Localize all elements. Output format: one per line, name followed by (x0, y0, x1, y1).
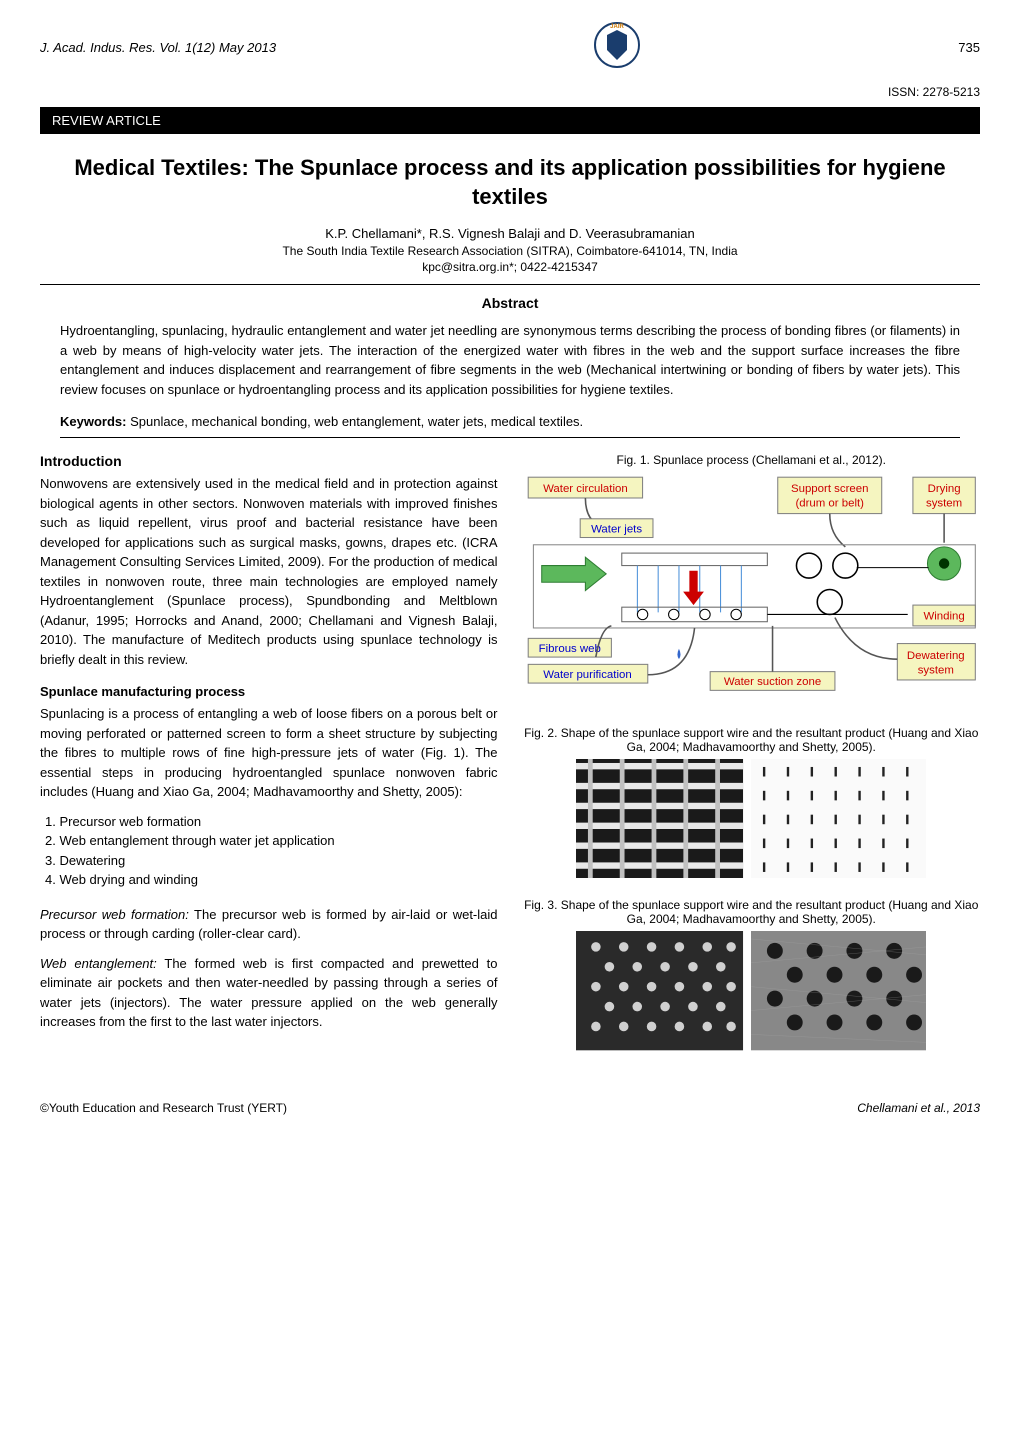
introduction-text: Nonwovens are extensively used in the me… (40, 474, 498, 669)
figure-3-container: Fig. 3. Shape of the spunlace support wi… (523, 898, 981, 1050)
footer-copyright: ©Youth Education and Research Trust (YER… (40, 1101, 287, 1115)
figure-3-image (576, 931, 926, 1050)
review-article-badge: REVIEW ARTICLE (40, 107, 980, 134)
page-number: 735 (958, 40, 980, 55)
precursor-heading: Precursor web formation: (40, 907, 189, 922)
issn-label: ISSN: 2278-5213 (40, 85, 980, 99)
precursor-paragraph: Precursor web formation: The precursor w… (40, 905, 498, 944)
contact-info: kpc@sitra.org.in*; 0422-4215347 (40, 260, 980, 274)
manufacturing-heading: Spunlace manufacturing process (40, 684, 498, 699)
entanglement-paragraph: Web entanglement: The formed web is firs… (40, 954, 498, 1032)
header-row: J. Acad. Indus. Res. Vol. 1(12) May 2013… (40, 20, 980, 75)
svg-text:Water purification: Water purification (543, 669, 631, 681)
footer-row: ©Youth Education and Research Trust (YER… (40, 1101, 980, 1115)
list-item-2: 2. Web entanglement through water jet ap… (45, 831, 498, 851)
svg-text:Support screen: Support screen (790, 483, 867, 495)
svg-text:(drum or belt): (drum or belt) (795, 498, 864, 510)
svg-text:JAIR: JAIR (610, 24, 624, 30)
svg-text:Fibrous web: Fibrous web (538, 643, 600, 655)
manufacturing-text: Spunlacing is a process of entangling a … (40, 704, 498, 802)
svg-text:Water suction zone: Water suction zone (723, 676, 820, 688)
list-item-4: 4. Web drying and winding (45, 870, 498, 890)
figure-2-image (576, 759, 926, 878)
journal-reference: J. Acad. Indus. Res. Vol. 1(12) May 2013 (40, 40, 276, 55)
keywords-text: Spunlace, mechanical bonding, web entang… (126, 414, 583, 429)
list-item-3: 3. Dewatering (45, 851, 498, 871)
svg-text:Water circulation: Water circulation (543, 483, 628, 495)
figure-1-container: Fig. 1. Spunlace process (Chellamani et … (523, 453, 981, 706)
affiliation: The South India Textile Research Associa… (40, 244, 980, 258)
journal-logo-icon: JAIR (592, 20, 642, 70)
abstract-text: Hydroentangling, spunlacing, hydraulic e… (60, 321, 960, 399)
svg-text:Drying: Drying (927, 483, 960, 495)
abstract-heading: Abstract (40, 295, 980, 311)
left-column: Introduction Nonwovens are extensively u… (40, 453, 498, 1070)
logo-container: JAIR (592, 20, 642, 75)
svg-text:Winding: Winding (923, 611, 964, 623)
list-item-1: 1. Precursor web formation (45, 812, 498, 832)
entanglement-heading: Web entanglement: (40, 956, 157, 971)
svg-text:Water jets: Water jets (591, 523, 642, 535)
figure-3-caption: Fig. 3. Shape of the spunlace support wi… (523, 898, 981, 926)
authors: K.P. Chellamani*, R.S. Vignesh Balaji an… (40, 226, 980, 241)
article-title: Medical Textiles: The Spunlace process a… (40, 154, 980, 211)
introduction-heading: Introduction (40, 453, 498, 469)
figure-2-caption: Fig. 2. Shape of the spunlace support wi… (523, 726, 981, 754)
svg-text:Dewatering: Dewatering (906, 650, 964, 662)
footer-citation: Chellamani et al., 2013 (857, 1101, 980, 1115)
divider (40, 284, 980, 285)
two-column-layout: Introduction Nonwovens are extensively u… (40, 453, 980, 1070)
spunlace-process-diagram: Water circulation Support screen (drum o… (523, 472, 981, 701)
keywords-row: Keywords: Spunlace, mechanical bonding, … (60, 414, 960, 438)
figure-2-container: Fig. 2. Shape of the spunlace support wi… (523, 726, 981, 878)
figure-1-caption: Fig. 1. Spunlace process (Chellamani et … (523, 453, 981, 467)
right-column: Fig. 1. Spunlace process (Chellamani et … (523, 453, 981, 1070)
svg-text:system: system (926, 498, 962, 510)
keywords-label: Keywords: (60, 414, 126, 429)
svg-text:system: system (917, 665, 953, 677)
